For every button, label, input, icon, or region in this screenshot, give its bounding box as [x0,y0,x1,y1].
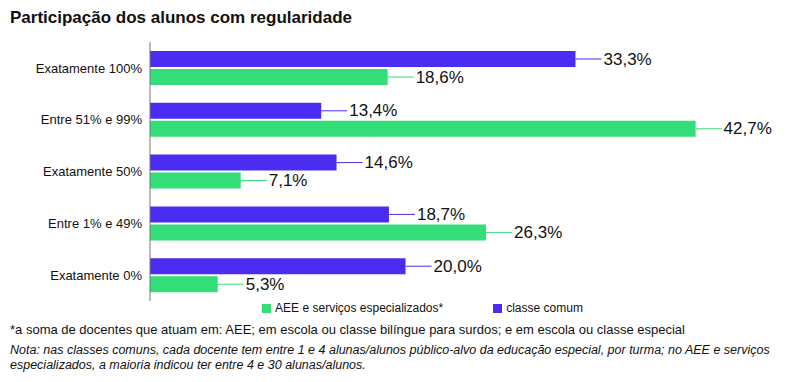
svg-text:18,6%: 18,6% [416,68,464,87]
html-text:Participação dos alunos com re: Participação dos alunos com regularidade [10,8,352,27]
svg-text:18,7%: 18,7% [417,205,465,224]
html-text:AEE e serviços especializados*: AEE e serviços especializados* [275,301,444,315]
svg-text:26,3%: 26,3% [514,223,562,242]
svg-text:Entre 1% e 49%: Entre 1% e 49% [48,216,142,231]
svg-text:Exatamente 100%: Exatamente 100% [36,61,143,76]
svg-text:20,0%: 20,0% [434,257,482,276]
svg-text:Exatamente 50%: Exatamente 50% [43,164,142,179]
svg-text:Entre 51% e 99%: Entre 51% e 99% [41,112,143,127]
svg-text:42,7%: 42,7% [724,119,772,138]
svg-text:5,3%: 5,3% [246,275,285,294]
svg-text:7,1%: 7,1% [269,171,308,190]
html-text:*a soma de docentes que atuam: *a soma de docentes que atuam em: AEE; e… [10,322,685,337]
svg-text:13,4%: 13,4% [349,101,397,120]
svg-text:33,3%: 33,3% [604,50,652,69]
html-text:classe comum: classe comum [506,301,583,315]
html-text:Nota: nas classes comuns, cada: Nota: nas classes comuns, cada docente t… [10,343,770,372]
svg-text:14,6%: 14,6% [365,153,413,172]
svg-text:Exatamente 0%: Exatamente 0% [50,268,142,283]
